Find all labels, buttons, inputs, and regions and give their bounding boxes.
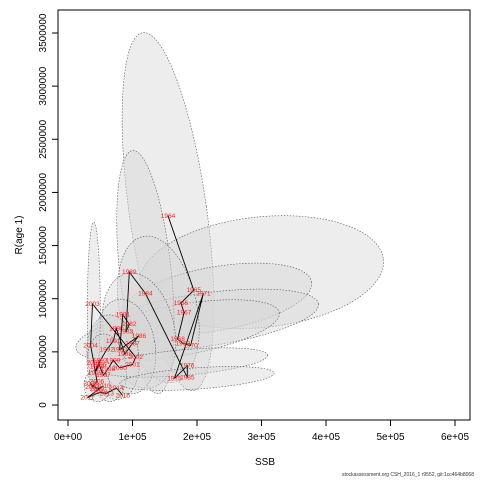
y-tick-label: 2500000 [38, 119, 49, 158]
confidence-ellipse [83, 369, 111, 403]
y-tick-label: 3000000 [38, 66, 49, 105]
year-label: 2011 [80, 395, 94, 402]
year-label: 1988 [118, 351, 133, 358]
year-label: 1967 [177, 310, 192, 317]
year-label: 2013 [99, 390, 114, 397]
year-label: 2000 [112, 365, 127, 372]
year-label: 1965 [187, 287, 202, 294]
year-label: 1994 [90, 364, 105, 371]
x-tick-label: 3e+05 [247, 432, 276, 443]
year-label: 1989 [122, 269, 137, 276]
year-label: 1999 [106, 357, 121, 364]
x-tick-label: 1e+05 [118, 432, 147, 443]
confidence-ellipse [120, 262, 313, 335]
watermark: stockassessment.org CSH_2016_1 r9552, gi… [342, 472, 474, 478]
year-label: 1983 [119, 329, 134, 336]
y-tick-label: 500000 [38, 335, 49, 369]
y-tick-label: 0 [38, 402, 49, 408]
x-tick-label: 4e+05 [312, 432, 341, 443]
y-tick-label: 1500000 [38, 226, 49, 265]
year-label: 2001 [125, 362, 140, 369]
x-tick-label: 0e+00 [54, 432, 83, 443]
year-label: 1968 [170, 336, 185, 343]
x-axis-title: SSB [255, 457, 275, 468]
x-tick-label: 6e+05 [441, 432, 470, 443]
year-label: 1992 [99, 347, 114, 354]
year-label: 2005 [87, 359, 102, 366]
year-label: 1990 [109, 325, 124, 332]
confidence-ellipse [87, 221, 101, 397]
year-label: 1985 [180, 374, 195, 381]
year-label: 2008 [83, 381, 98, 388]
x-tick-label: 2e+05 [183, 432, 212, 443]
year-label: 1993 [93, 357, 108, 364]
year-label: 1987 [125, 340, 140, 347]
year-label: 2012 [93, 389, 108, 396]
year-label: 1971 [196, 290, 211, 297]
year-label: 2014 [109, 385, 124, 392]
confidence-ellipse [139, 215, 384, 329]
year-label: 1982 [122, 321, 137, 328]
year-label: 1995 [88, 370, 103, 377]
year-label: 2015 [116, 392, 131, 399]
year-label: 2002 [128, 354, 143, 361]
year-label: 1981 [116, 312, 131, 319]
year-label: 1986 [132, 333, 147, 340]
confidence-ellipse [116, 150, 175, 395]
year-label: 2003 [85, 301, 100, 308]
year-label: 2006 [90, 379, 105, 386]
year-label: 2009 [90, 386, 105, 393]
year-label: 1996 [92, 362, 107, 369]
y-tick-label: 1000000 [38, 279, 49, 318]
year-label: 1969 [176, 340, 191, 347]
year-label: 1991 [106, 338, 121, 345]
confidence-ellipse [117, 235, 200, 383]
x-axis: 0e+00 1e+05 2e+05 3e+05 4e+05 5e+05 6e+05 [54, 419, 470, 443]
year-label: 2007 [85, 384, 100, 391]
y-axis-title: R(age 1) [14, 216, 25, 255]
confidence-ellipse [86, 333, 127, 402]
y-tick-label: 3500000 [38, 13, 49, 52]
year-label: 1998 [101, 366, 116, 373]
confidence-ellipse [121, 32, 215, 391]
year-label: 1975 [167, 375, 182, 382]
year-label: 2010 [96, 383, 111, 390]
y-tick-label: 2000000 [38, 173, 49, 212]
confidence-ellipse [100, 347, 268, 378]
trajectory-lines [87, 215, 204, 399]
x-tick-label: 5e+05 [376, 432, 405, 443]
year-label: 1980 [112, 347, 127, 354]
year-label: 1976 [180, 363, 195, 370]
trajectory-line [87, 215, 204, 399]
confidence-ellipse [119, 366, 275, 391]
year-label: 1966 [174, 300, 189, 307]
year-label: 2004 [83, 342, 98, 349]
year-label: 1997 [96, 372, 111, 379]
year-label: 1964 [161, 213, 176, 220]
year-label: 1984 [138, 290, 153, 297]
year-label: 1970 [183, 342, 198, 349]
y-axis: 0 500000 1000000 1500000 2000000 2500000 30000… [38, 13, 59, 408]
